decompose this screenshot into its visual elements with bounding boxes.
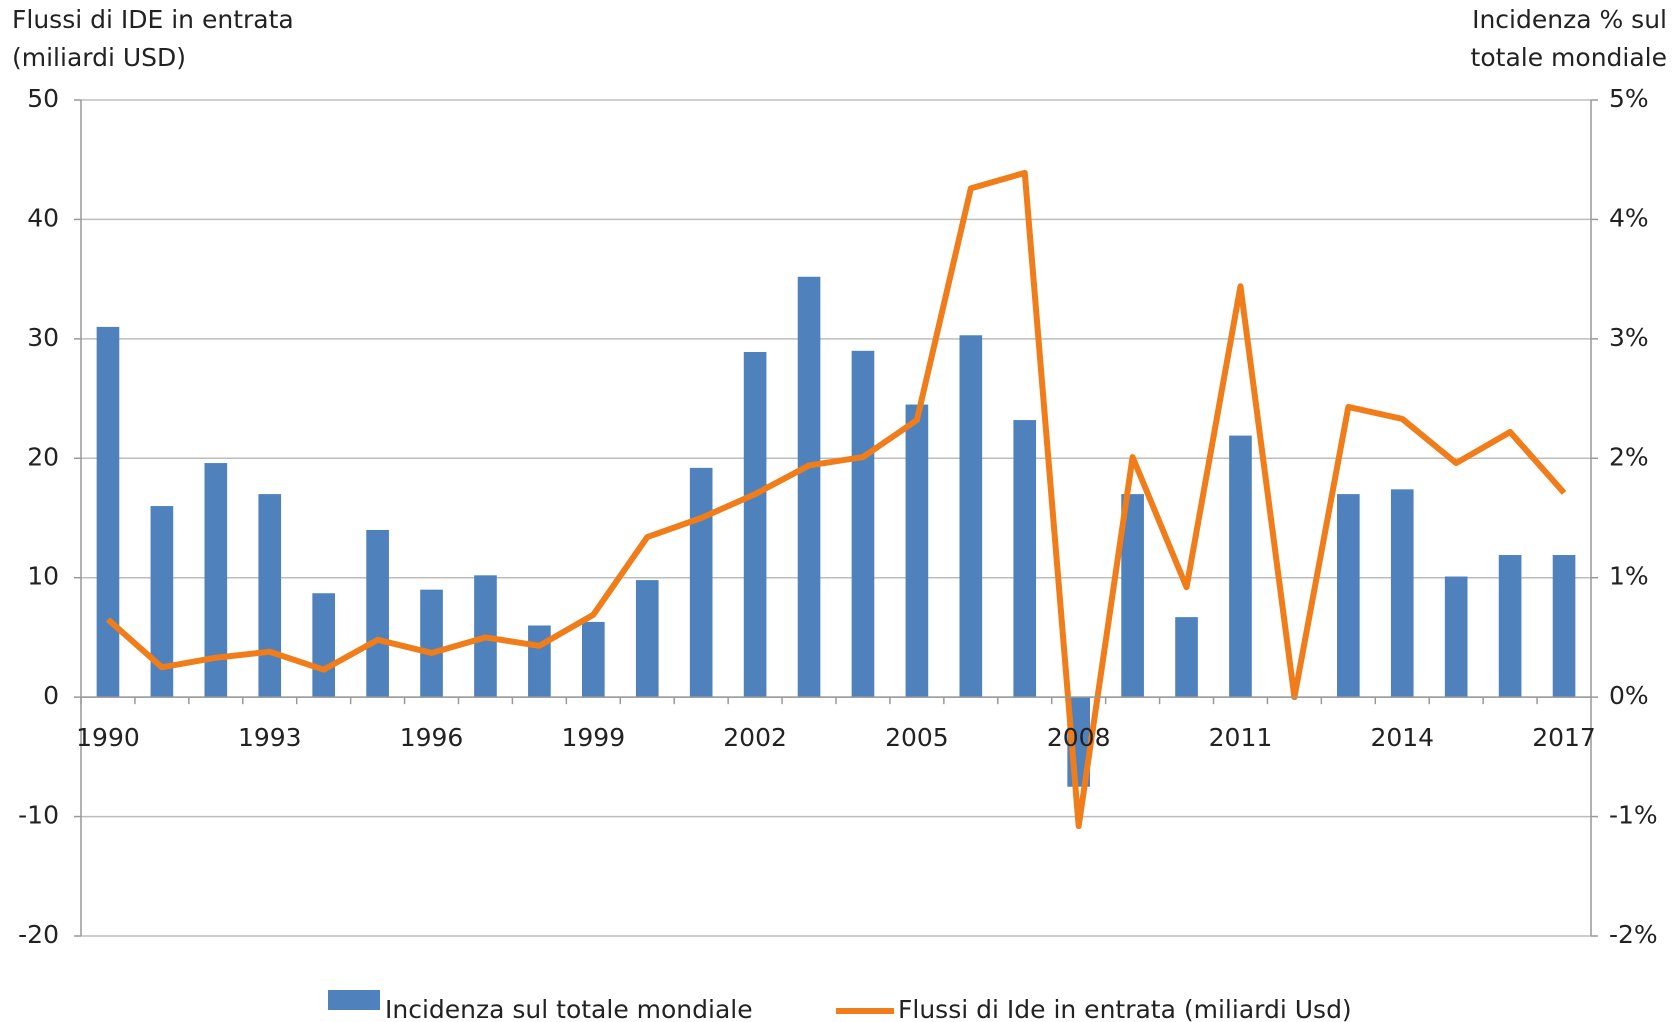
bar [312, 593, 336, 698]
bar [150, 506, 174, 698]
bar [1552, 555, 1576, 698]
y-tick-label: 50 [27, 84, 59, 113]
bar [96, 326, 120, 698]
y2-tick-label: 0% [1609, 681, 1649, 710]
x-tick-label: 1999 [562, 723, 626, 752]
bar [581, 621, 605, 698]
bar [1390, 489, 1414, 698]
x-tick-label: 2014 [1370, 723, 1434, 752]
x-tick-label: 2017 [1532, 723, 1596, 752]
y2-tick-label: -1% [1609, 801, 1658, 830]
x-tick-label: 1990 [76, 723, 140, 752]
x-tick-label: 2005 [885, 723, 949, 752]
bar [1121, 494, 1144, 698]
x-tick-label: 2011 [1209, 723, 1273, 752]
bar [420, 589, 443, 698]
bar [1498, 555, 1522, 698]
line [105, 169, 1567, 830]
bar [528, 625, 551, 698]
y2-axis-title: totale mondiale [1471, 43, 1667, 72]
bar [204, 463, 228, 698]
bar [1175, 617, 1198, 698]
y-axis-title: Flussi di IDE in entrata [12, 5, 294, 34]
bar [905, 404, 929, 698]
legend-swatch [328, 990, 380, 1010]
bar [689, 467, 713, 698]
x-tick-label: 1996 [400, 723, 464, 752]
bar [1336, 494, 1360, 698]
bar [851, 350, 875, 698]
y2-tick-label: 2% [1609, 442, 1649, 471]
bar [258, 494, 282, 698]
y-tick-label: 30 [27, 323, 59, 352]
y-axis-title: (miliardi USD) [12, 43, 186, 72]
x-tick-label: 2002 [723, 723, 787, 752]
bar [635, 580, 659, 698]
y-tick-label: 20 [27, 442, 59, 471]
x-tick-label: 1993 [238, 723, 302, 752]
bar [1229, 435, 1252, 698]
y2-tick-label: 4% [1609, 203, 1649, 232]
bar [1013, 420, 1037, 698]
legend-label: Incidenza sul totale mondiale [385, 995, 753, 1022]
y2-tick-label: 5% [1609, 84, 1649, 113]
y2-tick-label: -2% [1609, 920, 1658, 949]
bar [366, 529, 389, 698]
y2-tick-label: 3% [1609, 323, 1649, 352]
bar [1444, 576, 1468, 698]
bar [797, 276, 821, 698]
y-tick-label: 0 [43, 681, 59, 710]
x-tick-label: 2008 [1047, 723, 1111, 752]
y-tick-label: 10 [27, 562, 59, 591]
y2-axis-title: Incidenza % sul [1472, 5, 1667, 34]
y-tick-label: 40 [27, 203, 59, 232]
bar [743, 351, 767, 698]
bar [959, 335, 983, 698]
y-tick-label: -10 [18, 801, 59, 830]
legend-label: Flussi di Ide in entrata (miliardi Usd) [898, 995, 1352, 1022]
y2-tick-label: 1% [1609, 562, 1649, 591]
y-tick-label: -20 [18, 920, 59, 949]
